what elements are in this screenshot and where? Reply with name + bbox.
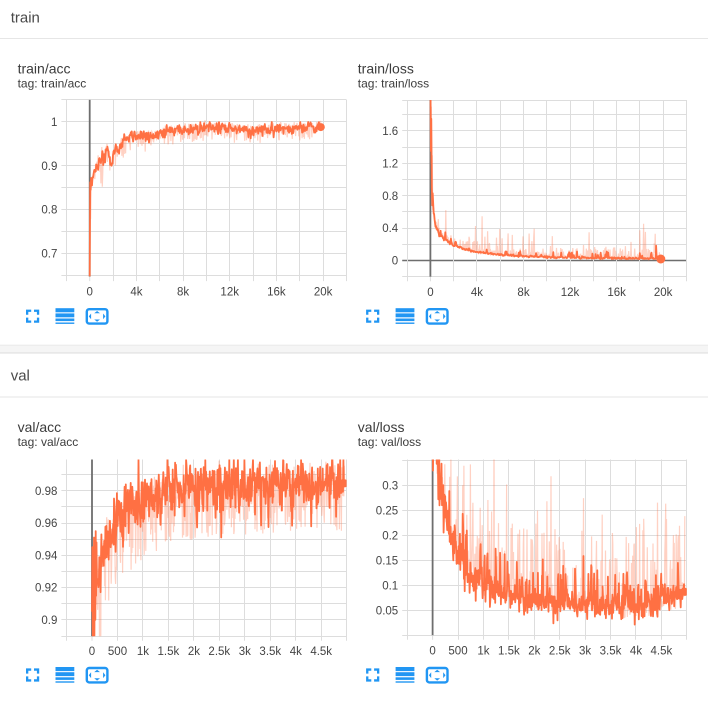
svg-text:train: train <box>11 9 40 26</box>
svg-text:1.6: 1.6 <box>382 126 398 138</box>
svg-text:0.98: 0.98 <box>35 486 57 498</box>
svg-text:500: 500 <box>448 645 467 657</box>
svg-text:2k: 2k <box>528 645 540 657</box>
svg-text:4k: 4k <box>130 287 142 299</box>
svg-text:tag: train/acc: tag: train/acc <box>18 77 87 91</box>
svg-text:8k: 8k <box>177 287 189 299</box>
svg-text:3k: 3k <box>579 645 591 657</box>
svg-text:500: 500 <box>108 646 127 658</box>
svg-text:2.5k: 2.5k <box>208 646 230 658</box>
svg-text:4.5k: 4.5k <box>651 645 673 657</box>
svg-text:0.96: 0.96 <box>35 518 57 530</box>
svg-text:0.9: 0.9 <box>41 615 57 627</box>
svg-text:tag: train/loss: tag: train/loss <box>358 77 429 91</box>
svg-text:1.5k: 1.5k <box>498 645 520 657</box>
svg-text:0.7: 0.7 <box>41 249 57 261</box>
svg-text:0: 0 <box>427 287 433 299</box>
svg-text:16k: 16k <box>267 287 286 299</box>
svg-text:0.94: 0.94 <box>35 550 58 562</box>
svg-text:train/loss: train/loss <box>358 60 414 76</box>
svg-text:12k: 12k <box>561 287 580 299</box>
svg-text:2.5k: 2.5k <box>549 645 571 657</box>
svg-text:16k: 16k <box>607 287 626 299</box>
svg-text:4k: 4k <box>630 645 642 657</box>
svg-text:20k: 20k <box>314 287 333 299</box>
svg-text:0.2: 0.2 <box>382 531 398 543</box>
svg-text:3.5k: 3.5k <box>600 645 622 657</box>
svg-text:1.5k: 1.5k <box>158 646 180 658</box>
svg-text:0.15: 0.15 <box>376 556 398 568</box>
svg-text:12k: 12k <box>220 287 239 299</box>
svg-text:0.1: 0.1 <box>382 581 398 593</box>
svg-text:4.5k: 4.5k <box>310 646 332 658</box>
svg-text:1: 1 <box>51 117 57 129</box>
svg-text:0.9: 0.9 <box>41 161 57 173</box>
svg-text:3.5k: 3.5k <box>259 646 281 658</box>
svg-text:1k: 1k <box>137 646 149 658</box>
svg-text:tag: val/loss: tag: val/loss <box>358 435 421 449</box>
svg-text:0.8: 0.8 <box>382 191 398 203</box>
svg-text:1.2: 1.2 <box>382 158 398 170</box>
svg-text:8k: 8k <box>517 287 529 299</box>
svg-text:4k: 4k <box>290 646 302 658</box>
svg-text:0.92: 0.92 <box>35 583 57 595</box>
svg-text:3k: 3k <box>239 646 251 658</box>
svg-text:0.8: 0.8 <box>41 205 57 217</box>
svg-text:4k: 4k <box>471 287 483 299</box>
svg-text:train/acc: train/acc <box>18 60 71 76</box>
svg-text:0.3: 0.3 <box>382 481 398 493</box>
svg-text:tag: val/acc: tag: val/acc <box>18 435 79 449</box>
svg-text:val/loss: val/loss <box>358 419 405 435</box>
svg-text:0: 0 <box>86 287 92 299</box>
svg-text:0.4: 0.4 <box>382 223 399 235</box>
svg-text:0: 0 <box>392 256 398 268</box>
svg-text:2k: 2k <box>188 646 200 658</box>
svg-text:0.05: 0.05 <box>376 605 398 617</box>
svg-text:20k: 20k <box>654 287 673 299</box>
svg-text:0.25: 0.25 <box>376 506 398 518</box>
svg-text:0: 0 <box>89 646 95 658</box>
svg-text:0: 0 <box>429 645 435 657</box>
svg-text:1k: 1k <box>477 645 489 657</box>
svg-text:val/acc: val/acc <box>18 419 62 435</box>
svg-text:val: val <box>11 367 30 384</box>
